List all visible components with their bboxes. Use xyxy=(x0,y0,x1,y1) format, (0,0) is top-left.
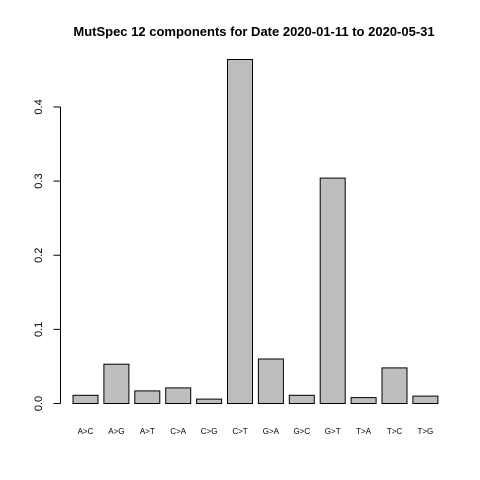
y-tick-label: 0.1 xyxy=(33,322,45,337)
bar-g-to-a xyxy=(257,358,284,404)
y-tick-label: 0.2 xyxy=(33,248,45,263)
x-tick-label: G>C xyxy=(293,427,310,436)
bar-t-to-a xyxy=(350,397,377,405)
bars-group xyxy=(72,59,439,405)
bar-a-to-t xyxy=(134,390,161,404)
bar-t-to-g xyxy=(412,395,439,405)
bar-a-to-g xyxy=(103,363,130,405)
x-tick-label: T>A xyxy=(356,427,372,436)
bar-g-to-t xyxy=(319,177,346,404)
x-tick-label: G>A xyxy=(263,427,280,436)
x-tick-label: A>T xyxy=(140,427,155,436)
y-tick-label: 0.4 xyxy=(33,99,45,114)
y-tick-label: 0.0 xyxy=(33,396,45,411)
chart-title: MutSpec 12 components for Date 2020-01-1… xyxy=(73,24,434,39)
x-tick-label: A>C xyxy=(78,427,94,436)
x-tick-label: C>A xyxy=(170,427,186,436)
x-tick-label: C>G xyxy=(201,427,218,436)
bar-c-to-g xyxy=(196,398,223,405)
bar-c-to-a xyxy=(165,387,192,404)
bar-c-to-t xyxy=(227,59,253,404)
x-tick-label: G>T xyxy=(325,427,341,436)
y-axis: 0.0 0.1 0.2 0.3 0.4 xyxy=(33,99,61,411)
bar-a-to-c xyxy=(72,394,99,404)
x-tick-label: T>G xyxy=(418,427,434,436)
x-tick-labels: A>C A>G A>T C>A C>G C>T G>A G>C G>T T>A T>C T>G xyxy=(78,427,434,436)
x-tick-label: T>C xyxy=(387,427,403,436)
y-tick-label: 0.3 xyxy=(33,173,45,188)
bar-g-to-c xyxy=(288,394,315,404)
bar-t-to-c xyxy=(381,367,408,404)
x-tick-label: A>G xyxy=(108,427,124,436)
x-tick-label: C>T xyxy=(232,427,247,436)
